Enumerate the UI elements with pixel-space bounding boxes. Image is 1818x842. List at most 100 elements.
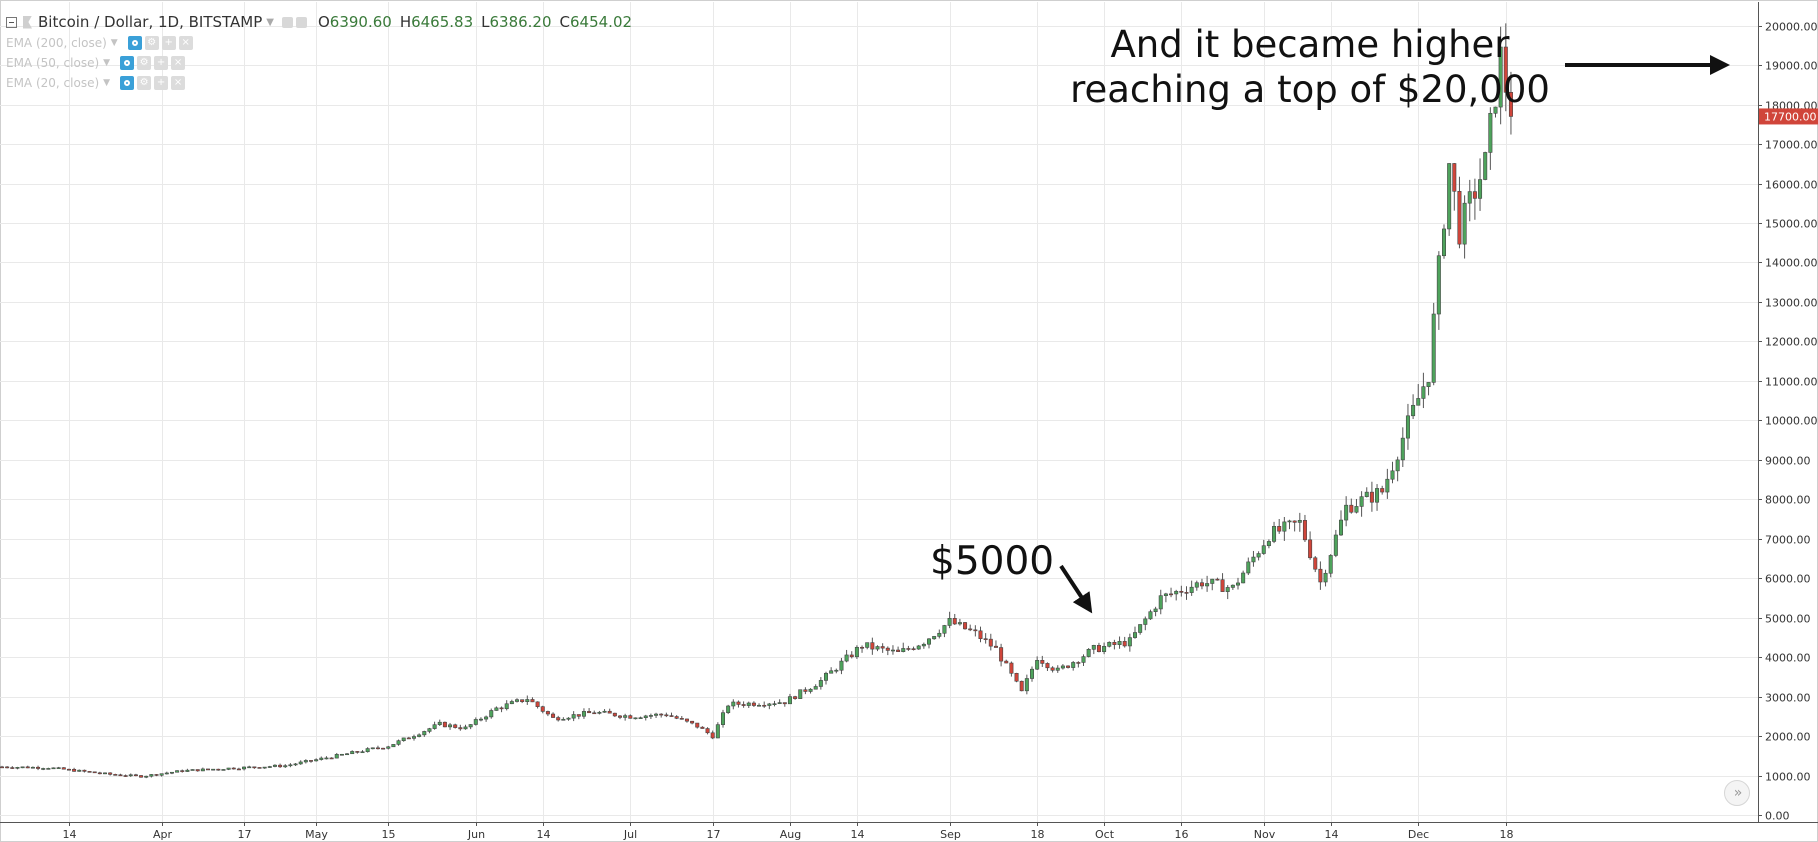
candle[interactable] [926, 638, 931, 649]
candle[interactable] [648, 713, 653, 720]
settings-icon[interactable] [295, 16, 307, 28]
candle[interactable] [669, 712, 674, 717]
candle[interactable] [267, 765, 272, 768]
candle[interactable] [61, 767, 66, 770]
candle[interactable] [257, 767, 262, 769]
candle[interactable] [643, 714, 648, 721]
candle[interactable] [1205, 575, 1210, 592]
candle[interactable] [1189, 580, 1194, 596]
candle[interactable] [1282, 516, 1287, 541]
candle[interactable] [180, 769, 185, 773]
candle[interactable] [612, 712, 617, 718]
candle[interactable] [710, 730, 715, 740]
candle[interactable] [308, 760, 313, 763]
candle[interactable] [427, 727, 432, 734]
candle[interactable] [473, 717, 478, 726]
candle[interactable] [844, 649, 849, 663]
candle[interactable] [597, 710, 602, 715]
candle[interactable] [1076, 661, 1081, 668]
candle[interactable] [319, 756, 324, 761]
candle[interactable] [957, 618, 962, 626]
close-icon[interactable]: × [178, 36, 193, 50]
plus-icon[interactable]: + [154, 56, 169, 70]
candle[interactable] [1148, 609, 1153, 620]
candle[interactable] [97, 771, 102, 775]
indicator-label[interactable]: EMA (50, close) [6, 56, 100, 70]
candle[interactable] [1138, 624, 1143, 635]
candle[interactable] [514, 698, 519, 703]
candle[interactable] [1117, 636, 1122, 649]
candle[interactable] [1107, 641, 1112, 648]
candle[interactable] [46, 767, 51, 770]
candle[interactable] [128, 773, 133, 777]
candle[interactable] [1302, 514, 1307, 542]
candle[interactable] [916, 644, 921, 650]
candle[interactable] [896, 646, 901, 652]
candle[interactable] [839, 657, 844, 675]
indicator-label[interactable]: EMA (20, close) [6, 76, 100, 90]
eye-icon[interactable] [281, 16, 293, 28]
candle[interactable] [751, 701, 756, 707]
candle[interactable] [823, 671, 828, 685]
candle[interactable] [1071, 660, 1076, 671]
candle[interactable] [1380, 485, 1385, 495]
candle[interactable] [0, 765, 5, 769]
candle[interactable] [947, 611, 952, 629]
candle[interactable] [10, 766, 15, 770]
candle[interactable] [1369, 481, 1374, 512]
candle[interactable] [1133, 626, 1138, 639]
candle[interactable] [1400, 427, 1405, 467]
candle[interactable] [164, 771, 169, 775]
candle[interactable] [489, 708, 494, 719]
candle[interactable] [242, 766, 247, 771]
candle[interactable] [545, 710, 550, 717]
candle[interactable] [628, 714, 633, 719]
candle[interactable] [1277, 518, 1282, 534]
candle[interactable] [221, 769, 226, 771]
candle[interactable] [314, 758, 319, 762]
candle[interactable] [767, 702, 772, 710]
candle[interactable] [1153, 606, 1158, 617]
candle[interactable] [834, 668, 839, 674]
candle[interactable] [458, 724, 463, 731]
candle[interactable] [777, 699, 782, 705]
candle[interactable] [1385, 468, 1390, 499]
candle[interactable] [133, 773, 138, 777]
candle[interactable] [911, 646, 916, 651]
candle[interactable] [798, 689, 803, 699]
candle[interactable] [494, 706, 499, 711]
candle[interactable] [1411, 394, 1416, 420]
candle[interactable] [1344, 496, 1349, 527]
candle[interactable] [41, 767, 46, 771]
eye-icon[interactable] [127, 36, 142, 50]
indicator-ema-20[interactable]: EMA (20, close) ▼ ⚙ + × [6, 74, 188, 92]
candle[interactable] [1493, 106, 1498, 118]
candle[interactable] [1405, 403, 1410, 450]
candle[interactable] [571, 711, 576, 722]
candle[interactable] [56, 766, 61, 769]
candle[interactable] [602, 709, 607, 713]
candle[interactable] [1102, 642, 1107, 655]
candle[interactable] [1359, 491, 1364, 517]
settings-icon[interactable]: ⚙ [137, 56, 152, 70]
candle[interactable] [278, 763, 283, 768]
candle[interactable] [1230, 584, 1235, 590]
candle[interactable] [664, 712, 669, 718]
candle[interactable] [1050, 666, 1055, 673]
candle[interactable] [283, 764, 288, 768]
candle[interactable] [695, 722, 700, 729]
candle[interactable] [1421, 372, 1426, 409]
candle[interactable] [499, 706, 504, 713]
candle[interactable] [1354, 498, 1359, 514]
candle[interactable] [993, 640, 998, 648]
candle[interactable] [247, 765, 252, 769]
candle[interactable] [360, 750, 365, 754]
candle[interactable] [1508, 71, 1513, 135]
candle[interactable] [968, 624, 973, 632]
candle[interactable] [72, 767, 77, 772]
candle[interactable] [118, 773, 123, 777]
candle[interactable] [952, 613, 957, 625]
candle[interactable] [1462, 195, 1467, 259]
candle[interactable] [442, 721, 447, 728]
